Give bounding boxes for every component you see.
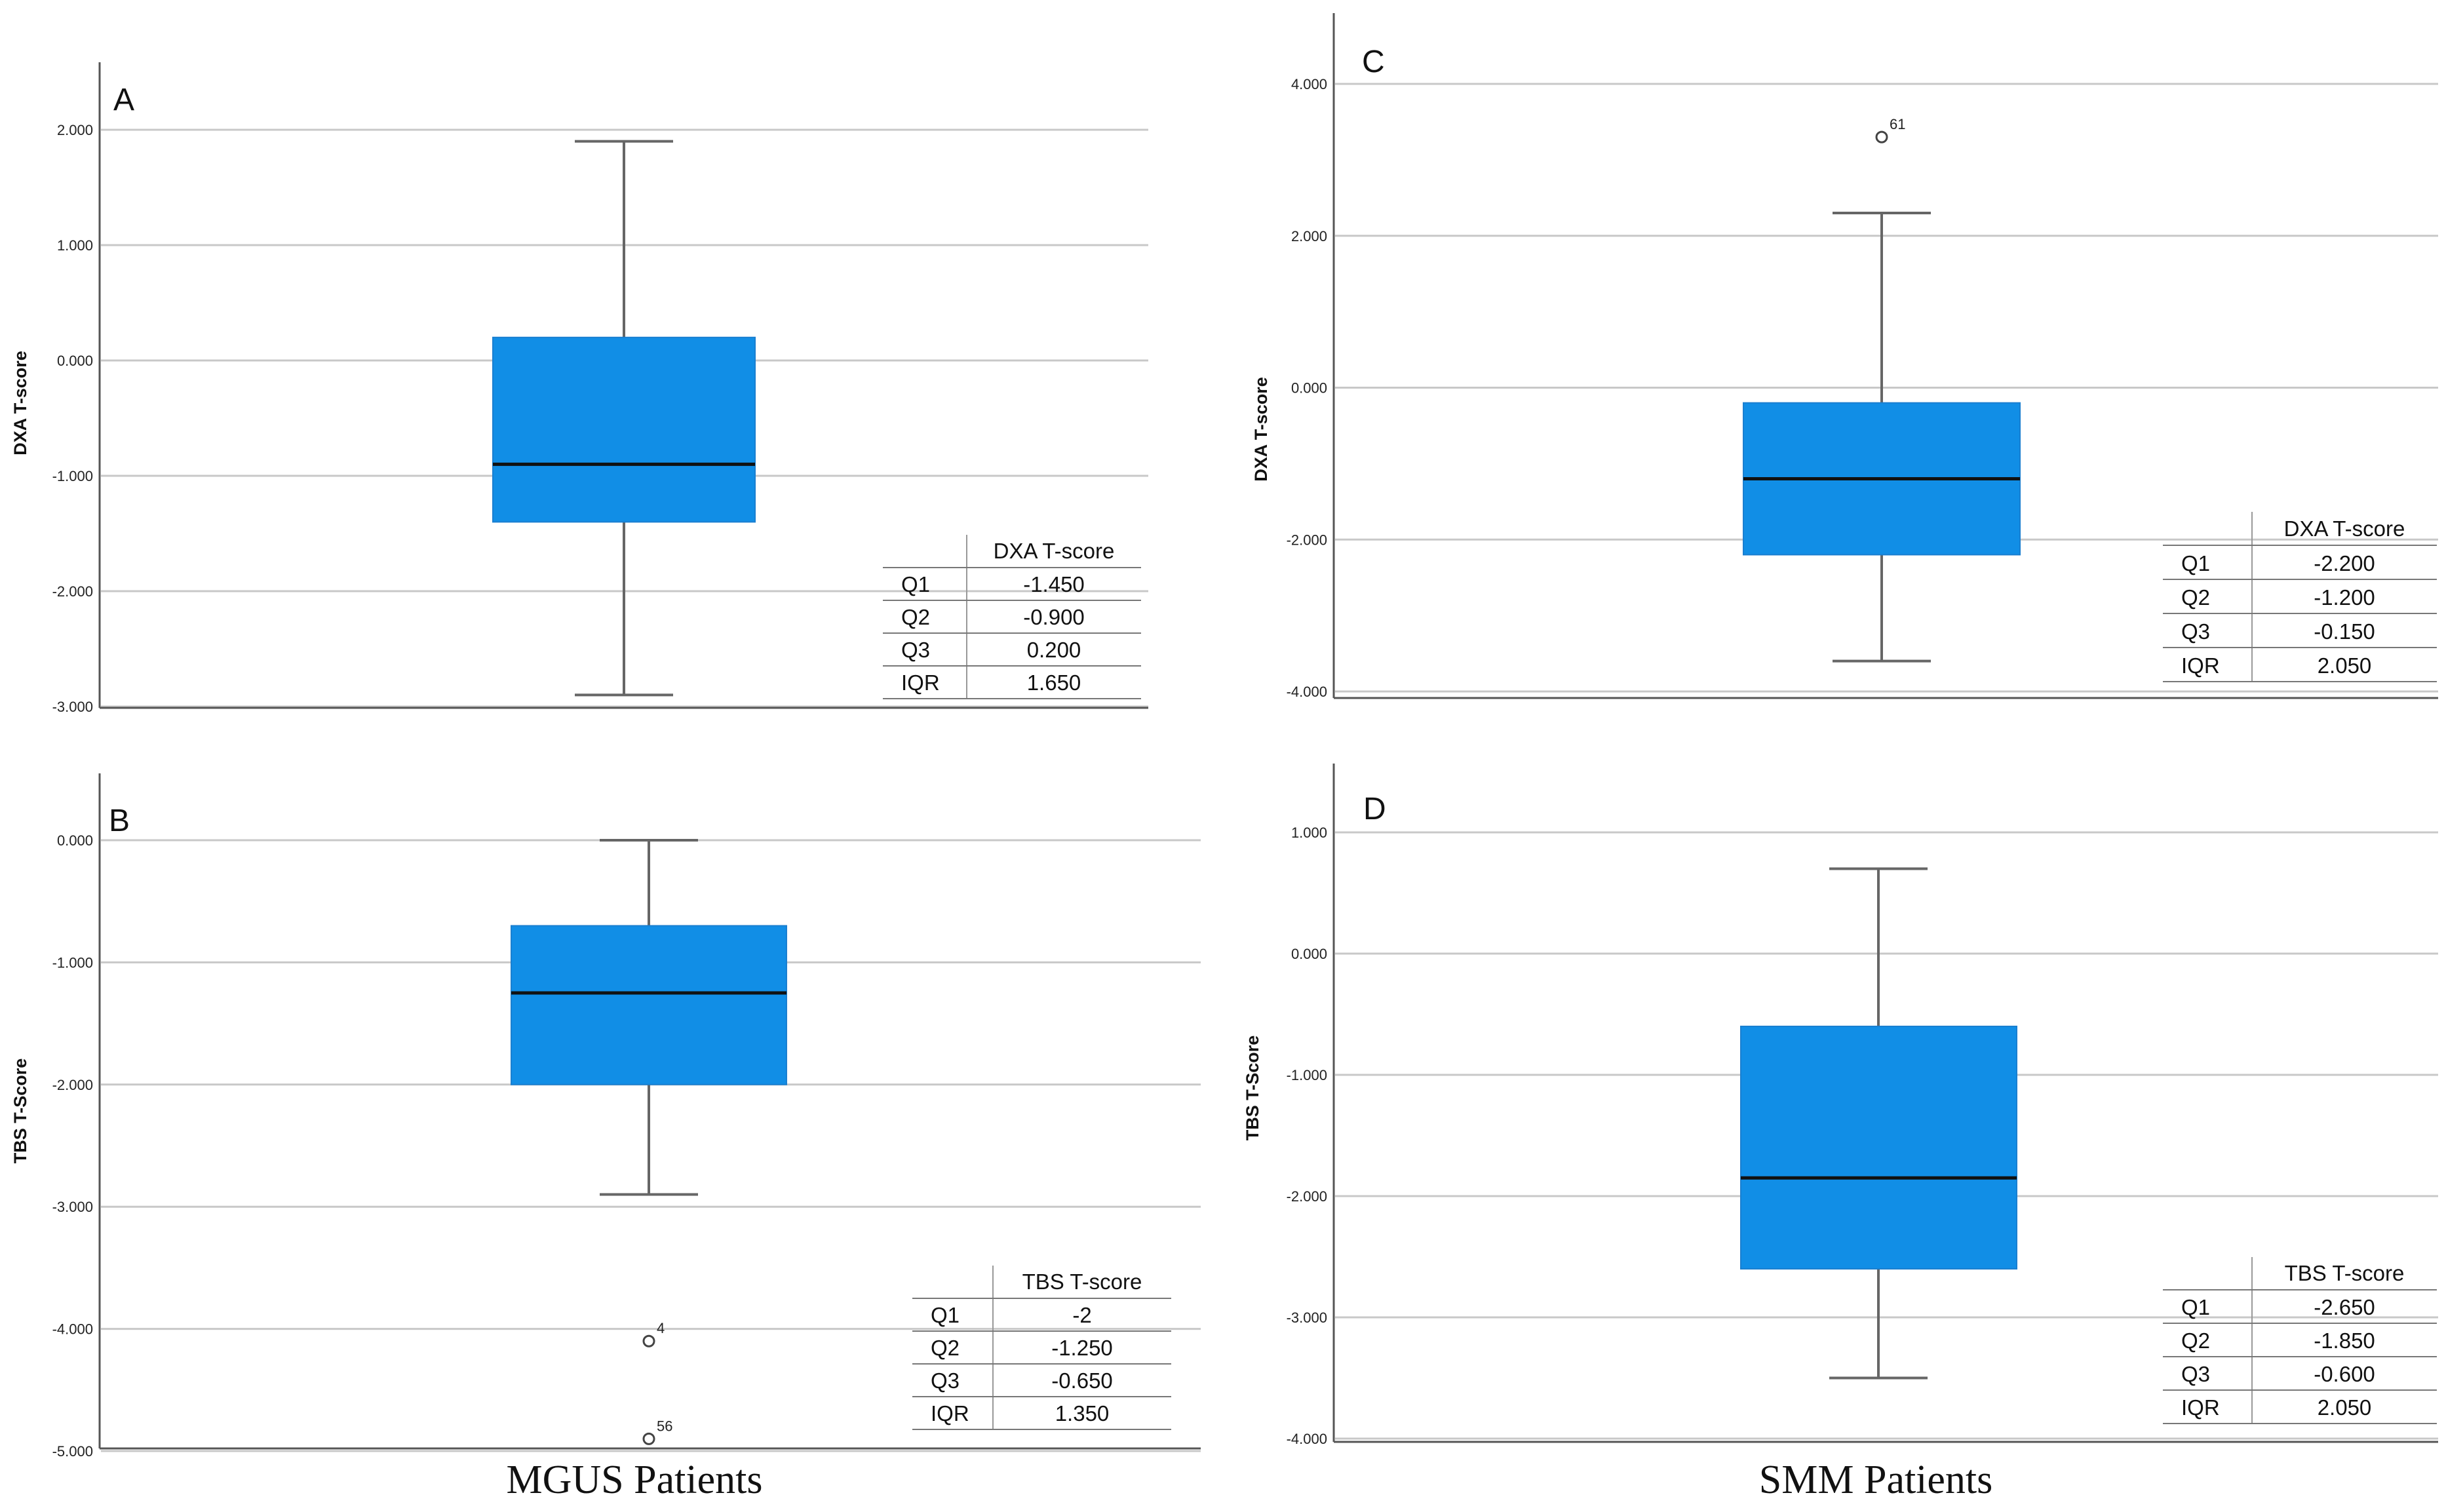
group-label-smm: SMM Patients: [1759, 1458, 1993, 1502]
table-header: DXA T-score: [2284, 516, 2405, 541]
table-row-value: -0.150: [2314, 619, 2375, 644]
table-row-value: -1.250: [1051, 1336, 1113, 1360]
table-row-label: Q1: [2181, 1295, 2210, 1319]
table-row-label: IQR: [901, 670, 940, 695]
quartile-table: DXA T-score Q1 -1.450 Q2 -0.900 Q3 0.200 IQR 1.6…: [883, 535, 1141, 699]
y-tick-label: -3.000: [52, 1199, 93, 1215]
y-tick-label: 4.000: [1291, 76, 1327, 92]
table-row-label: IQR: [2181, 1395, 2220, 1420]
y-tick-label: 0.000: [57, 353, 93, 369]
table-row-label: IQR: [931, 1401, 969, 1425]
table-row-label: Q3: [2181, 1362, 2210, 1386]
panel-a: 2.000 1.000 0.000 -1.000 -2.000 -3.000 DXA T-s…: [10, 62, 1148, 715]
quartile-table: TBS T-score Q1 -2.650 Q2 -1.850 Q3 -0.600 IQR 2.…: [2163, 1257, 2437, 1424]
table-row-value: -0.600: [2314, 1362, 2375, 1386]
outlier-point: [642, 1432, 655, 1445]
table-row-value: -2: [1072, 1303, 1091, 1327]
y-tick-label: -4.000: [1287, 1431, 1327, 1447]
y-tick-label: -3.000: [52, 699, 93, 715]
table-row-label: Q1: [2181, 551, 2210, 575]
y-tick-label: -1.000: [52, 468, 93, 484]
y-tick-label: -2.000: [1287, 532, 1327, 548]
y-tick-label: 2.000: [57, 122, 93, 138]
outlier-label: 61: [1890, 116, 1905, 132]
y-tick-label: 0.000: [57, 832, 93, 849]
table-row-label: Q3: [901, 638, 930, 662]
table-row-label: Q2: [2181, 1328, 2210, 1353]
quartile-table: DXA T-score Q1 -2.200 Q2 -1.200 Q3 -0.150 IQR 2.…: [2163, 512, 2437, 682]
table-row-value: -2.650: [2314, 1295, 2375, 1319]
panel-label: C: [1362, 45, 1385, 79]
table-row-value: -0.900: [1023, 605, 1085, 629]
table-header: DXA T-score: [994, 539, 1115, 563]
y-tick-label: -5.000: [52, 1443, 93, 1460]
y-tick-label: 1.000: [1291, 824, 1327, 841]
table-row-value: 1.350: [1055, 1401, 1110, 1425]
y-axis-label: TBS T-Score: [10, 1058, 30, 1164]
y-axis-label: DXA T-score: [1251, 377, 1271, 482]
table-row-value: -1.850: [2314, 1328, 2375, 1353]
table-row-label: Q3: [931, 1368, 960, 1393]
panel-label: A: [113, 83, 134, 117]
table-row-label: Q1: [931, 1303, 960, 1327]
panel-label: B: [109, 804, 130, 838]
outlier-label: 4: [657, 1320, 665, 1336]
outlier-point: [1875, 130, 1888, 144]
y-tick-label: 2.000: [1291, 228, 1327, 244]
iqr-box: [1740, 1026, 2017, 1270]
y-tick-label: 1.000: [57, 237, 93, 254]
panel-label: D: [1363, 792, 1386, 826]
outlier-point: [642, 1334, 655, 1347]
table-row-value: 2.050: [2318, 653, 2372, 678]
y-tick-label: -2.000: [52, 583, 93, 600]
y-tick-label: 0.000: [1291, 380, 1327, 397]
table-row-label: Q2: [901, 605, 930, 629]
panel-b: 0.000 -1.000 -2.000 -3.000 -4.000 -5.000 TBS T…: [10, 773, 1201, 1460]
table-row-value: 0.200: [1027, 638, 1081, 662]
y-tick-label: -4.000: [1287, 684, 1327, 700]
table-row-label: Q2: [931, 1336, 960, 1360]
y-tick-label: -2.000: [52, 1077, 93, 1093]
table-row-label: Q2: [2181, 585, 2210, 610]
y-tick-label: -1.000: [52, 954, 93, 971]
table-header: TBS T-score: [1022, 1270, 1142, 1294]
y-axis-label: DXA T-score: [10, 351, 30, 456]
table-row-label: Q3: [2181, 619, 2210, 644]
y-tick-label: -3.000: [1287, 1309, 1327, 1326]
table-row-value: -1.450: [1023, 572, 1085, 596]
y-axis-label: TBS T-Score: [1243, 1036, 1262, 1141]
panel-d: 1.000 0.000 -1.000 -2.000 -3.000 -4.000 TBS T-…: [1243, 764, 2438, 1447]
table-row-value: -1.200: [2314, 585, 2375, 610]
table-row-label: Q1: [901, 572, 930, 596]
iqr-box: [511, 925, 787, 1085]
table-row-label: IQR: [2181, 653, 2220, 678]
iqr-box: [492, 336, 756, 523]
y-tick-label: -2.000: [1287, 1188, 1327, 1205]
table-row-value: 1.650: [1027, 670, 1081, 695]
quartile-table: TBS T-score Q1 -2 Q2 -1.250 Q3 -0.650 IQR 1.350: [912, 1266, 1171, 1430]
group-label-mgus: MGUS Patients: [507, 1458, 763, 1502]
y-tick-label: -4.000: [52, 1321, 93, 1338]
y-tick-label: -1.000: [1287, 1067, 1327, 1083]
table-row-value: -0.650: [1051, 1368, 1113, 1393]
table-row-value: -2.200: [2314, 551, 2375, 575]
table-row-value: 2.050: [2318, 1395, 2372, 1420]
panel-c: 4.000 2.000 0.000 -2.000 -4.000 DXA T-score C 6…: [1251, 13, 2438, 700]
table-header: TBS T-score: [2285, 1261, 2405, 1285]
outlier-label: 56: [657, 1418, 672, 1434]
y-tick-label: 0.000: [1291, 946, 1327, 962]
